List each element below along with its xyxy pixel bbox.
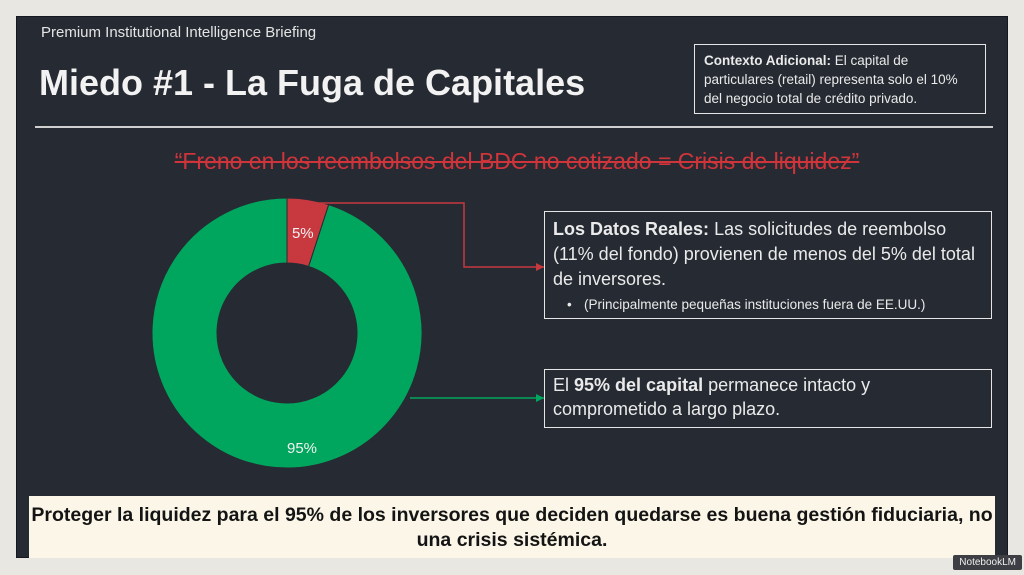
donut-labels: 5% 95% <box>287 225 317 457</box>
connector-green-arrow <box>536 394 544 402</box>
connector-red-arrow <box>536 263 544 271</box>
real-data-label: Los Datos Reales: <box>553 219 710 239</box>
bullet-dot: • <box>567 297 572 312</box>
donut-slice-5pct <box>286 197 330 268</box>
donut-label-95pct: 95% <box>287 440 317 457</box>
real-data-bullet: • (Principalmente pequeñas instituciones … <box>553 295 983 315</box>
briefing-kicker: Premium Institutional Intelligence Brief… <box>41 24 317 41</box>
header-divider <box>35 126 993 128</box>
real-data-callout: Los Datos Reales: Las solicitudes de ree… <box>544 211 992 319</box>
capital-emphasis: 95% del capital <box>574 375 704 395</box>
context-label: Contexto Adicional: <box>704 53 831 68</box>
capital-callout: El 95% del capital permanece intacto y c… <box>544 369 992 428</box>
notebooklm-badge: NotebookLM <box>953 555 1022 570</box>
real-data-text: Los Datos Reales: Las solicitudes de ree… <box>553 217 983 292</box>
donut-slices <box>151 197 423 469</box>
context-text: El capital de particulares (retail) repr… <box>704 53 958 106</box>
slide: Premium Institutional Intelligence Brief… <box>16 16 1008 558</box>
real-data-bullet-text: (Principalmente pequeñas instituciones f… <box>584 297 926 312</box>
real-data-body: Las solicitudes de reembolso (11% del fo… <box>553 219 975 289</box>
connector-red <box>312 202 544 268</box>
conclusion-banner: Proteger la liquidez para el 95% de los … <box>29 496 995 558</box>
donut-label-5pct: 5% <box>292 225 314 242</box>
capital-prefix: El <box>553 375 575 395</box>
struck-quote: “Freno en los reembolsos del BDC no coti… <box>174 148 860 174</box>
slide-title: Miedo #1 - La Fuga de Capitales <box>39 62 586 103</box>
capital-suffix: permanece intacto y comprometido a largo… <box>553 375 871 419</box>
context-box: Contexto Adicional: El capital de partic… <box>694 44 986 114</box>
donut-slice-95pct <box>151 197 423 469</box>
